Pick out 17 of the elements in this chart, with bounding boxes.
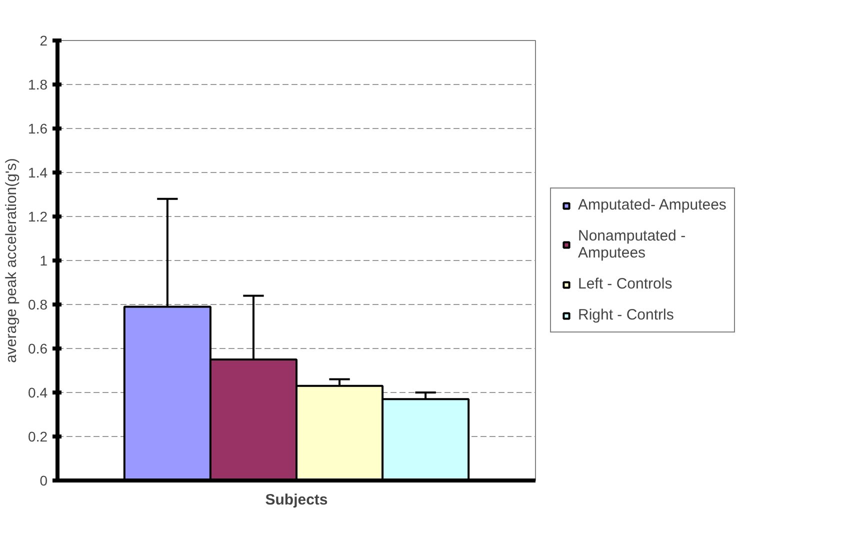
legend-label: Amputated- Amputees [578, 196, 726, 214]
legend-label: Right - Contrls [578, 306, 674, 324]
legend-label: Left - Controls [578, 276, 672, 292]
legend-label: Nonamputated - Amputees [578, 228, 686, 262]
y-tick-label: 0 [40, 472, 48, 488]
y-tick-label: 0.8 [28, 296, 48, 312]
y-tick-label: 0.2 [28, 428, 48, 444]
y-tick-label: 0.6 [28, 340, 48, 356]
x-axis-title: Subjects [265, 492, 328, 508]
y-tick-label: 1.2 [28, 208, 48, 224]
y-tick-label: 1.8 [28, 76, 48, 92]
y-axis-title: average peak acceleration(g's) [3, 158, 20, 363]
y-tick-label: 2 [40, 32, 48, 48]
y-tick-label: 1.6 [28, 120, 48, 136]
y-tick-label: 1.4 [28, 164, 48, 180]
y-tick-label: 0.4 [28, 384, 48, 400]
y-tick-label: 1 [40, 252, 48, 268]
